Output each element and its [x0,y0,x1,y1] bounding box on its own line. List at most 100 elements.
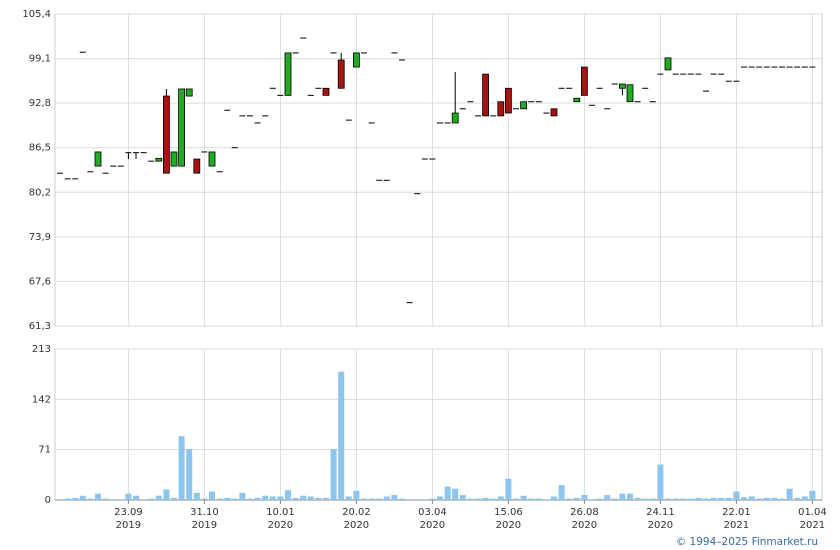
y-tick-label: 142 [32,394,51,405]
candle-body [504,87,512,114]
volume-bar [513,498,519,500]
volume-bar [406,499,413,500]
volume-bar [528,498,535,500]
volume-bar [687,498,694,500]
volume-bar [254,497,261,500]
volume-bar [216,498,223,500]
candle-body [94,151,102,167]
volume-bar [611,498,618,500]
x-tick-label: 2020 [268,520,293,531]
x-tick-label: 2021 [800,520,825,531]
volume-bar [368,498,375,500]
volume-bar [771,497,778,500]
volume-bar [649,498,656,500]
volume-bar [163,489,170,500]
candle-body [170,151,178,167]
y-tick-label: 105,4 [22,9,51,20]
volume-bar [581,495,588,500]
volume-bar [642,498,649,500]
volume-bar [117,499,124,500]
volume-bar [57,499,63,500]
y-tick-label: 213 [32,344,51,355]
volume-bar [345,496,352,500]
x-tick-label: 2019 [192,520,217,531]
volume-bar [110,499,117,500]
volume-bar [178,436,185,500]
volume-bar [399,498,405,500]
volume-bar [383,496,390,500]
candle-body [284,52,292,96]
volume-bar [619,493,626,500]
volume-bar [596,498,603,500]
volume-bar [482,497,489,500]
volume-bar [201,498,208,500]
volume-bar [535,498,542,500]
candle-body [322,87,330,96]
volume-bar [801,496,808,500]
x-tick-label: 31.10 [190,507,219,518]
volume-bar [79,495,86,500]
volume-bar [391,495,398,500]
volume-bar [429,498,436,500]
x-tick-label: 2020 [648,520,673,531]
candle-body [208,151,216,167]
volume-bar [224,497,231,500]
x-tick-label: 22.01 [722,507,751,518]
y-tick-label: 92,8 [29,98,51,109]
x-tick-label: 2020 [572,520,597,531]
volume-bar [718,497,725,500]
candle-body [178,88,186,167]
y-tick-label: 67,6 [29,276,51,287]
candle-body [573,97,581,103]
candle-body [155,157,163,162]
volume-bar [330,448,337,500]
volume-bar [353,490,360,500]
volume-bar [520,495,527,500]
y-tick-label: 73,9 [29,232,51,243]
volume-bar [551,496,557,500]
volume-bar [125,493,132,500]
footer: © 1994–2025 Finmarket.ru [676,536,818,548]
volume-bar [133,495,139,500]
volume-bar [703,498,709,500]
volume-bar [543,499,550,500]
volume-bar [733,491,740,500]
volume-bar [672,498,679,500]
volume-bar [634,497,641,500]
candle-body [497,101,505,117]
volume-bar [376,498,383,500]
volume-bar [414,499,421,500]
candle-body [352,52,360,68]
volume-bar [657,464,664,500]
volume-bar [589,499,595,500]
candle-body [162,95,170,174]
y-tick-label: 71 [38,445,51,456]
x-tick-label: 2019 [116,520,141,531]
candle-body [550,108,558,117]
volume-bar [444,486,451,500]
volume-bar [475,498,481,500]
volume-bar [604,495,611,500]
x-tick-label: 2020 [344,520,369,531]
candle-body [581,66,588,96]
candle-body [193,158,201,174]
volume-bar [756,498,763,500]
x-tick-label: 26.08 [570,507,599,518]
volume-bar [459,495,466,500]
volume-bar [72,497,79,500]
volume-bar [779,498,785,500]
volume-bar [338,371,345,500]
y-tick-label: 0 [45,495,51,506]
volume-bar [695,497,702,500]
volume-bar [421,499,428,500]
candle-body [626,84,634,103]
candle-body [185,88,193,97]
volume-bar [748,496,755,500]
volume-bar [786,488,793,500]
volume-bar [437,496,443,500]
y-tick-label: 61,3 [29,321,51,332]
x-tick-label: 23.09 [114,507,143,518]
volume-bar [102,498,109,500]
volume-bar [209,491,215,500]
y-tick-label: 99,1 [29,54,51,65]
